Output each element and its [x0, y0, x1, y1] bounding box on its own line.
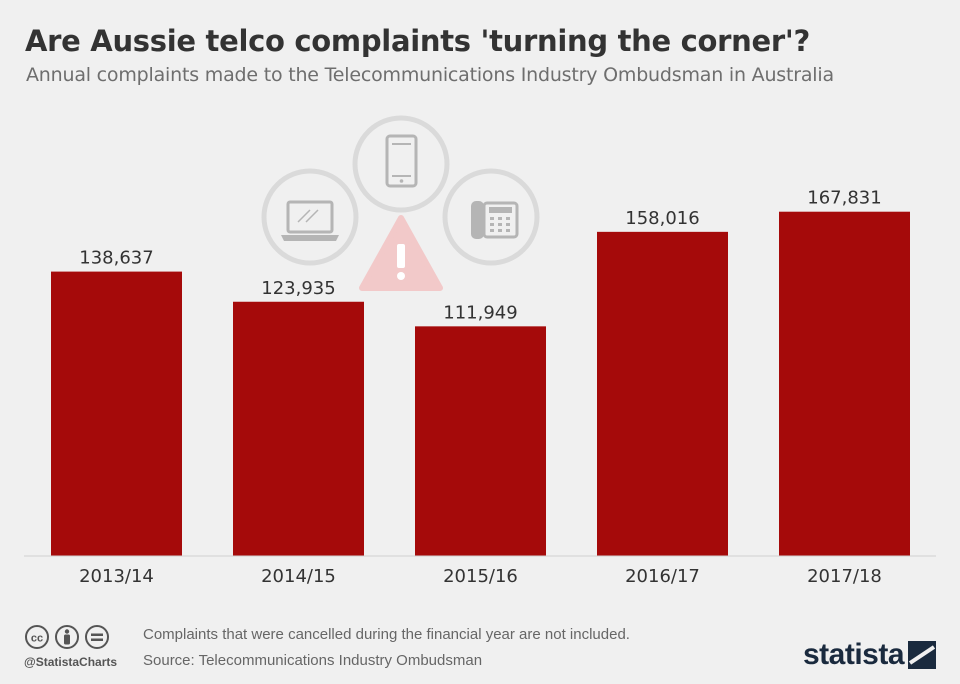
x-tick-label: 2016/17 [625, 566, 700, 587]
x-tick-label: 2013/14 [79, 566, 154, 587]
bar-2017-18 [779, 211, 910, 556]
laptop-icon [261, 168, 359, 266]
smartphone-icon [352, 115, 450, 213]
x-tick-label: 2014/15 [261, 566, 336, 587]
twitter-handle: @StatistaCharts [24, 655, 118, 669]
warning-icon [359, 215, 443, 291]
value-label: 138,637 [79, 248, 153, 269]
bar-2015-16 [415, 326, 546, 556]
value-label: 111,949 [443, 302, 517, 323]
source-note: Source: Telecommunications Industry Ombu… [143, 652, 483, 669]
telecom-illustration [261, 115, 540, 291]
bar-2016-17 [597, 231, 728, 556]
bars-group: 138,637 123,935 111,949 158,016 167,831 [51, 188, 910, 556]
footnote: Complaints that were cancelled during th… [143, 626, 630, 643]
chart-title: Are Aussie telco complaints 'turning the… [25, 24, 810, 58]
no-derivatives-icon [85, 625, 109, 649]
x-tick-labels: 2013/14 2014/15 2015/16 2016/17 2017/18 [79, 566, 882, 587]
value-label: 158,016 [625, 208, 699, 229]
chart-subtitle: Annual complaints made to the Telecommun… [26, 64, 834, 86]
bar-chart: 138,637 123,935 111,949 158,016 167,831 2013… [24, 115, 936, 587]
cc-license-icon: cc [25, 625, 49, 649]
attribution-icon [55, 625, 79, 649]
value-label: 123,935 [261, 278, 335, 299]
value-label: 167,831 [807, 188, 881, 209]
x-tick-label: 2017/18 [807, 566, 882, 587]
desk-phone-icon [442, 168, 540, 266]
bar-2014-15 [233, 301, 364, 556]
statista-logo-icon [908, 641, 937, 669]
bar-2013-14 [51, 271, 182, 556]
x-tick-label: 2015/16 [443, 566, 518, 587]
svg-text:cc: cc [31, 633, 43, 645]
statista-logo[interactable]: statista [803, 638, 937, 672]
license-icons: cc [24, 624, 136, 656]
statista-wordmark: statista [803, 638, 905, 671]
